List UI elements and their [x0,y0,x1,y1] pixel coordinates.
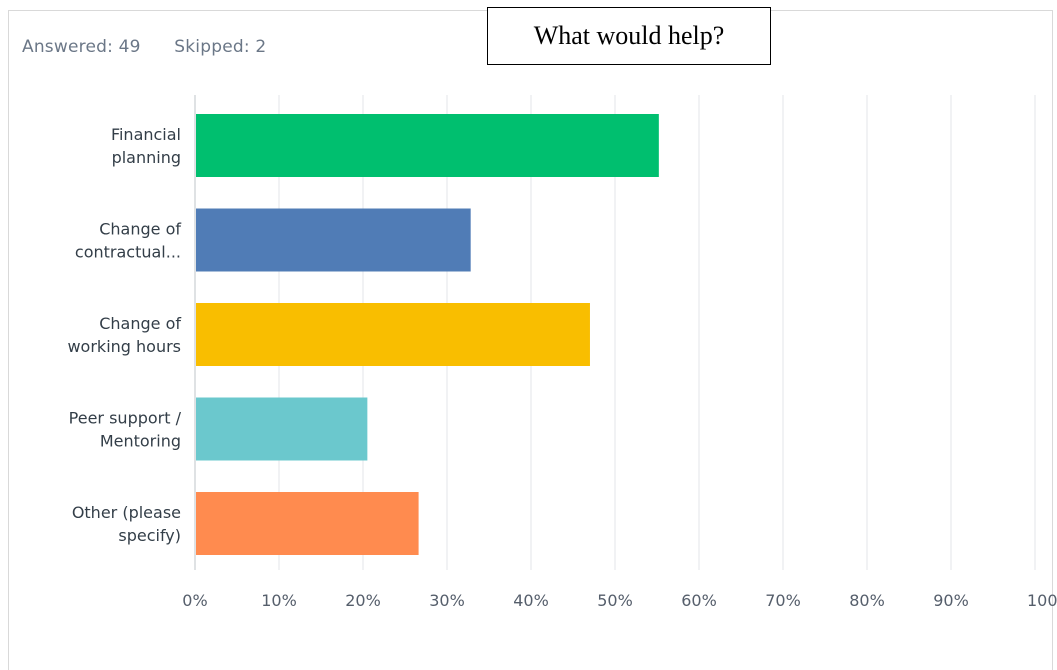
category-label: Other (please [72,503,181,522]
x-tick-label: 70% [765,591,801,610]
x-tick-label: 40% [513,591,549,610]
response-summary: Answered: 49 Skipped: 2 [22,37,294,57]
bar [196,492,419,555]
category-label: specify) [118,526,181,545]
bar [196,397,368,461]
category-label: Mentoring [100,432,181,451]
category-label: Financial [111,125,181,144]
category-label: planning [112,148,181,167]
chart-title: What would help? [533,21,725,50]
bar [196,303,590,366]
x-tick-label: 50% [597,591,633,610]
x-tick-label: 90% [933,591,969,610]
chart-title-box: What would help? [487,7,771,65]
bar [196,208,471,272]
x-tick-label: 0% [182,591,207,610]
x-tick-label: 10% [261,591,297,610]
skipped-count: Skipped: 2 [174,37,267,57]
x-tick-label: 60% [681,591,717,610]
x-tick-label: 80% [849,591,885,610]
category-label: Peer support / [69,409,182,428]
answered-count: Answered: 49 [22,37,141,57]
x-tick-label: 30% [429,591,465,610]
category-label: working hours [67,337,181,356]
category-label: Change of [99,220,181,239]
category-label: Change of [99,314,181,333]
x-tick-label: 20% [345,591,381,610]
bar [196,114,659,177]
category-label: contractual... [75,243,181,262]
x-tick-label: 100% [1027,591,1057,610]
